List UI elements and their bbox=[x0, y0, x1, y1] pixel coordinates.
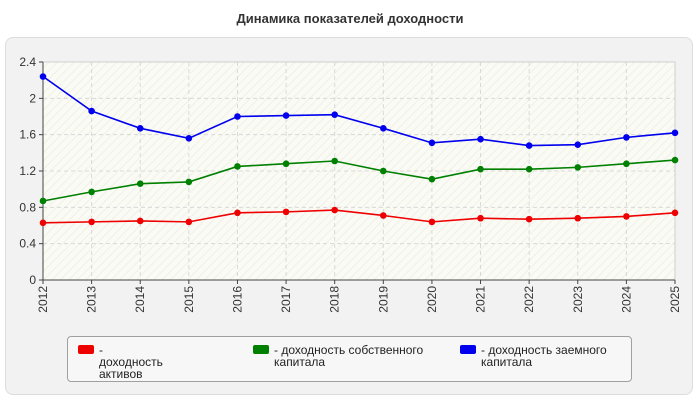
x-tick-label: 2012 bbox=[36, 286, 50, 313]
x-tick-label: 2024 bbox=[619, 286, 633, 313]
data-point-equity bbox=[380, 167, 387, 175]
data-point-assets bbox=[88, 218, 95, 226]
x-tick-label: 2018 bbox=[328, 286, 342, 313]
data-point-assets bbox=[428, 218, 436, 226]
data-point-assets bbox=[331, 206, 338, 214]
y-tick-label: 2.4 bbox=[19, 55, 36, 69]
series-line-debt bbox=[42, 75, 676, 147]
data-point-debt bbox=[88, 107, 95, 115]
data-point-equity bbox=[88, 188, 95, 196]
x-tick-label: 2016 bbox=[230, 286, 244, 313]
data-point-debt bbox=[136, 125, 144, 132]
x-tick-label: 2019 bbox=[376, 286, 390, 313]
data-point-equity bbox=[574, 164, 582, 171]
data-point-debt bbox=[380, 125, 387, 132]
series-line-assets bbox=[42, 209, 676, 224]
chart-title: Динамика показателей доходности bbox=[236, 11, 464, 26]
data-point-assets bbox=[185, 218, 193, 226]
data-point-equity bbox=[623, 160, 630, 168]
y-tick-label: 0 bbox=[29, 273, 36, 287]
axes bbox=[39, 61, 676, 284]
data-point-debt bbox=[282, 112, 290, 119]
data-point-equity bbox=[671, 156, 679, 164]
data-point-assets bbox=[525, 215, 533, 223]
data-point-assets bbox=[380, 212, 387, 219]
data-point-debt bbox=[574, 141, 582, 148]
data-point-equity bbox=[39, 197, 47, 205]
x-tick-label: 2022 bbox=[522, 286, 536, 313]
x-tick-label: 2017 bbox=[279, 286, 293, 313]
legend-label-assets: - доходность активов bbox=[99, 343, 163, 381]
data-point-equity bbox=[234, 163, 241, 170]
series-line-equity bbox=[42, 159, 676, 202]
data-point-debt bbox=[623, 134, 630, 141]
y-tick-label: 2 bbox=[29, 91, 36, 105]
y-tick-label: 0.4 bbox=[19, 237, 36, 251]
x-tick-labels: 2012 2013 2014 2015 2016 2017 2018 2019 2020 2021… bbox=[36, 286, 682, 313]
data-point-equity bbox=[477, 165, 484, 173]
y-tick-labels: 0 0.4 0.8 1.2 1.6 2 2.4 bbox=[19, 55, 36, 287]
data-point-debt bbox=[428, 139, 436, 147]
x-tick-label: 2015 bbox=[182, 286, 196, 313]
y-tick-label: 1.2 bbox=[19, 164, 36, 178]
data-point-debt bbox=[671, 129, 679, 137]
data-point-debt bbox=[39, 73, 47, 80]
x-tick-label: 2013 bbox=[85, 286, 99, 313]
data-point-assets bbox=[477, 214, 484, 222]
legend-swatch-equity bbox=[253, 345, 269, 354]
x-tick-label: 2021 bbox=[474, 286, 488, 313]
series-group bbox=[39, 73, 679, 227]
data-point-equity bbox=[185, 178, 193, 186]
x-tick-label: 2023 bbox=[571, 286, 585, 313]
data-point-equity bbox=[525, 165, 533, 173]
data-point-assets bbox=[671, 209, 679, 217]
data-point-debt bbox=[525, 142, 533, 149]
data-point-equity bbox=[331, 157, 338, 165]
x-tick-label: 2025 bbox=[668, 286, 682, 313]
data-point-assets bbox=[574, 214, 582, 222]
data-point-debt bbox=[185, 135, 193, 142]
data-point-debt bbox=[234, 113, 241, 120]
data-point-debt bbox=[477, 135, 484, 143]
legend-swatch-assets bbox=[78, 345, 94, 354]
data-point-assets bbox=[234, 209, 241, 217]
data-point-assets bbox=[623, 213, 630, 220]
data-point-assets bbox=[282, 208, 290, 216]
legend-label-equity: - доходность собственного капитала bbox=[274, 343, 424, 369]
legend-label-debt: - доходность заемного капитала bbox=[481, 343, 607, 369]
data-point-assets bbox=[39, 219, 47, 227]
legend-swatch-debt bbox=[460, 345, 476, 354]
data-point-debt bbox=[331, 111, 338, 118]
data-point-assets bbox=[136, 217, 144, 225]
y-tick-label: 1.6 bbox=[19, 128, 36, 142]
data-point-equity bbox=[136, 180, 144, 188]
x-tick-label: 2014 bbox=[133, 286, 147, 313]
legend: - доходность активов - доходность собств… bbox=[67, 336, 632, 382]
data-point-equity bbox=[282, 160, 290, 168]
y-tick-label: 0.8 bbox=[19, 200, 36, 214]
x-tick-label: 2020 bbox=[425, 286, 439, 313]
data-point-equity bbox=[428, 175, 436, 183]
